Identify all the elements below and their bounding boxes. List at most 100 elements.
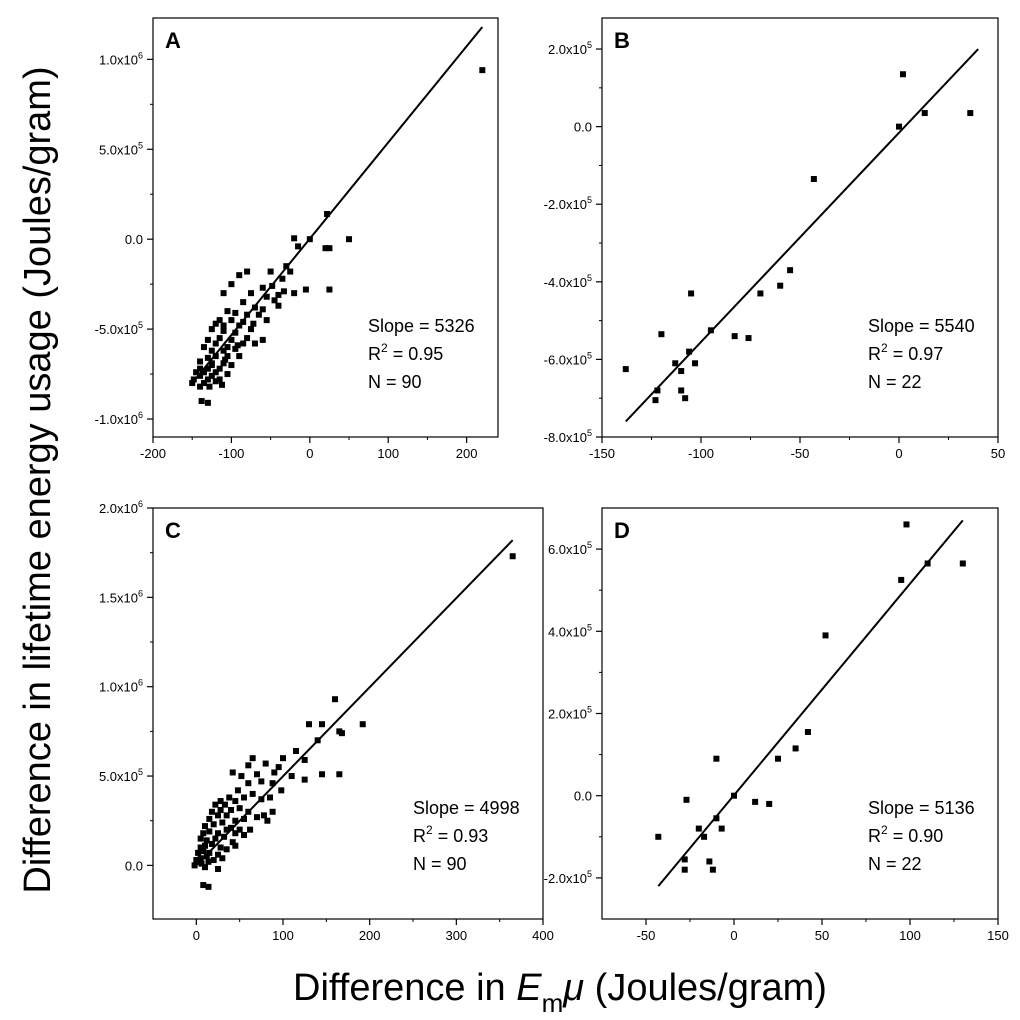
data-point — [212, 835, 219, 842]
y-tick-label: 0.0 — [574, 789, 592, 804]
data-point — [232, 830, 239, 837]
data-point — [208, 840, 215, 847]
data-point — [208, 347, 215, 354]
plot-frame — [601, 507, 999, 920]
x-axis-label-e: E — [516, 967, 542, 1009]
data-point — [314, 737, 321, 744]
panel-d: -50 0 50 100 150-2.0x1050.02.0x1054.0x1056.0… — [544, 507, 1009, 943]
data-point — [658, 331, 665, 338]
data-point — [896, 123, 902, 130]
y-tick-mantissa: -8.0x10 — [544, 430, 587, 445]
data-point — [269, 282, 276, 289]
data-point — [202, 823, 208, 830]
data-point — [319, 721, 325, 728]
panel-b: -150 -100 -50 0 50-8.0x105-6.0x105-4.0x105-2… — [544, 17, 1005, 461]
data-point — [223, 846, 230, 853]
r-squared-label: R2 = 0.90 — [868, 823, 943, 846]
data-point — [707, 327, 714, 334]
y-tick-exponent: 5 — [587, 428, 592, 438]
r-superscript: 2 — [881, 823, 888, 837]
data-point — [198, 398, 205, 405]
data-point — [251, 340, 258, 347]
y-tick-exponent: 6 — [138, 499, 143, 509]
data-point — [232, 842, 239, 849]
data-point — [251, 304, 258, 311]
y-tick-exponent: 5 — [138, 140, 143, 150]
data-point — [197, 844, 204, 851]
data-point — [324, 211, 331, 218]
data-point — [259, 284, 266, 291]
data-point — [336, 728, 343, 735]
plot-frame — [601, 17, 999, 438]
slope-label: Slope = 5540 — [868, 316, 975, 336]
y-tick-label: 5.0x105 — [99, 767, 143, 784]
r-letter: R — [868, 344, 881, 364]
data-point — [223, 812, 230, 819]
data-point — [195, 849, 202, 856]
data-point — [229, 839, 236, 846]
n-label: N = 22 — [868, 854, 922, 874]
y-tick-exponent: 5 — [138, 767, 143, 777]
x-tick-label: 0 — [306, 446, 313, 461]
data-point — [203, 837, 210, 844]
y-tick-exponent: 5 — [587, 540, 592, 550]
y-tick-label: 0.0 — [125, 232, 143, 247]
data-point — [208, 372, 215, 379]
data-point — [275, 302, 282, 309]
x-tick-label: 100 — [899, 928, 921, 943]
data-point — [208, 808, 215, 815]
data-point — [216, 317, 223, 324]
y-tick-label: 2.0x106 — [99, 499, 143, 516]
data-point — [269, 808, 276, 815]
data-point — [258, 778, 265, 785]
data-point — [695, 825, 702, 832]
data-point — [191, 862, 198, 869]
data-point — [622, 366, 629, 373]
data-point — [263, 293, 270, 300]
x-axis-label-prefix: Difference in — [293, 967, 516, 1009]
data-point — [200, 830, 207, 837]
data-point — [678, 387, 685, 394]
x-tick-label: 400 — [532, 928, 554, 943]
data-point — [193, 857, 200, 864]
panel-letter: A — [165, 28, 181, 53]
data-point — [898, 576, 905, 583]
data-point — [822, 632, 829, 639]
r-superscript: 2 — [381, 341, 388, 355]
data-point — [686, 348, 693, 355]
data-point — [255, 311, 262, 318]
y-tick-exponent: 6 — [138, 588, 143, 598]
y-tick-mantissa: 1.0x10 — [99, 680, 138, 695]
data-point — [757, 290, 764, 297]
data-point — [248, 290, 255, 297]
y-tick-label: 0.0 — [125, 858, 143, 873]
y-tick-label: -4.0x105 — [544, 273, 592, 290]
data-point — [259, 336, 266, 343]
y-tick-label: 2.0x105 — [548, 705, 592, 722]
data-point — [279, 275, 286, 282]
x-tick-label: 100 — [272, 928, 294, 943]
y-tick-label: -6.0x105 — [544, 350, 592, 367]
y-tick-mantissa: -4.0x10 — [544, 275, 587, 290]
y-tick-exponent: 5 — [587, 705, 592, 715]
y-tick-mantissa: 2.0x10 — [548, 707, 587, 722]
data-point — [241, 794, 247, 801]
r-squared-value: = 0.90 — [888, 826, 944, 846]
n-label: N = 22 — [868, 372, 922, 392]
r-superscript: 2 — [881, 341, 888, 355]
y-tick-mantissa: 0.0 — [125, 232, 143, 247]
y-tick-label: -1.0x106 — [95, 410, 143, 427]
y-tick-label: 2.0x105 — [548, 40, 592, 57]
data-point — [224, 344, 231, 351]
data-point — [210, 857, 217, 864]
data-point — [678, 368, 685, 375]
plot-frame — [152, 17, 499, 438]
data-point — [306, 721, 312, 728]
data-point — [212, 340, 219, 347]
y-tick-exponent: 6 — [138, 678, 143, 688]
data-point — [215, 851, 221, 858]
data-point — [293, 748, 299, 755]
data-point — [236, 353, 243, 360]
panels: -200 -100 0 100 200-1.0x106-5.0x1050.05.0x10… — [95, 17, 1009, 943]
data-point — [197, 855, 204, 862]
